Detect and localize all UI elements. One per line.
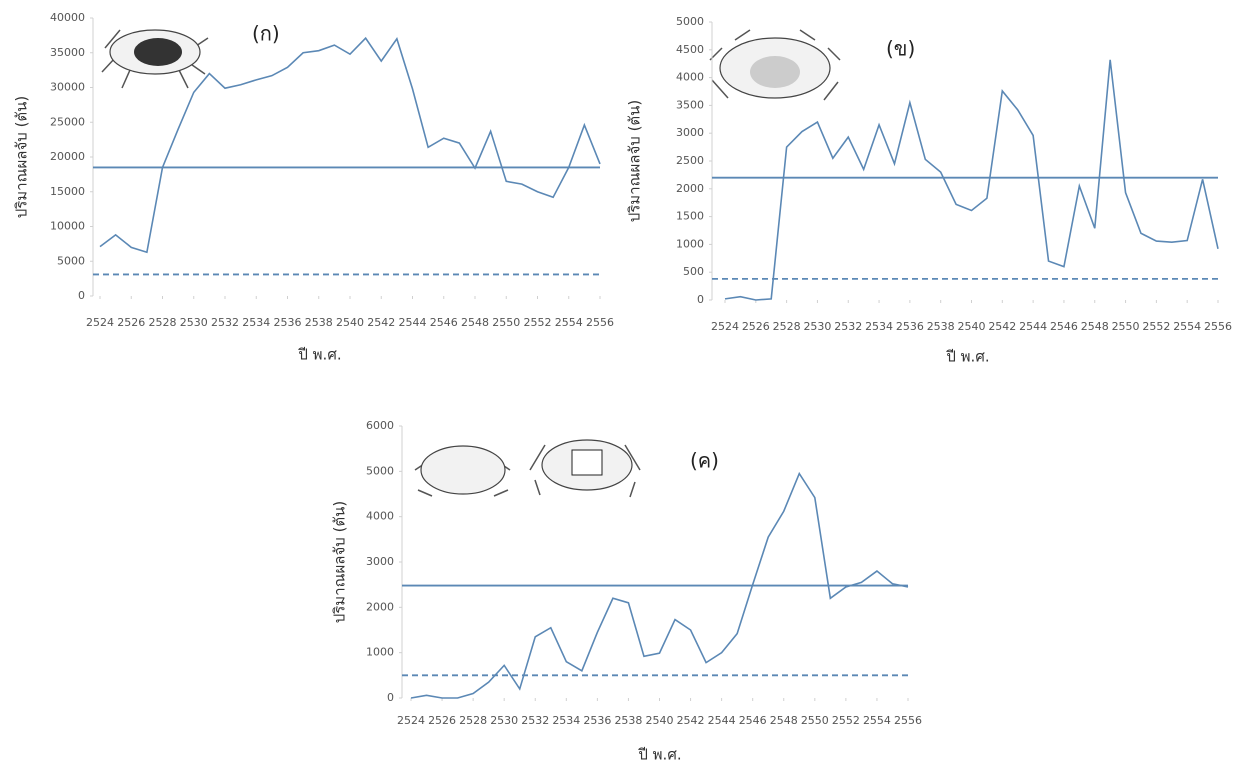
y-tick-label: 3500 xyxy=(676,98,704,111)
y-tick-label: 3000 xyxy=(366,555,394,568)
x-tick-label: 2534 xyxy=(552,714,580,727)
panel-label: (ก) xyxy=(252,22,280,46)
crab-illustration-c xyxy=(415,440,640,497)
x-tick-label: 2534 xyxy=(242,316,270,329)
panel-label: (ข) xyxy=(886,37,915,61)
x-tick-label: 2556 xyxy=(586,316,614,329)
y-tick-label: 5000 xyxy=(57,254,85,267)
x-tick-label: 2536 xyxy=(274,316,302,329)
x-axis-title: ปี พ.ศ. xyxy=(297,346,341,364)
y-axis-title: ปริมาณผลจับ (ตัน) xyxy=(331,501,349,624)
x-tick-label: 2540 xyxy=(646,714,674,727)
x-tick-label: 2530 xyxy=(180,316,208,329)
x-tick-label: 2524 xyxy=(711,320,739,333)
x-tick-label: 2524 xyxy=(397,714,425,727)
x-tick-label: 2550 xyxy=(1112,320,1140,333)
y-tick-label: 20000 xyxy=(50,150,85,163)
x-tick-label: 2524 xyxy=(86,316,114,329)
x-tick-label: 2532 xyxy=(834,320,862,333)
x-tick-label: 2532 xyxy=(211,316,239,329)
x-axis-title: ปี พ.ศ. xyxy=(637,746,681,764)
y-tick-label: 25000 xyxy=(50,115,85,128)
x-tick-label: 2542 xyxy=(367,316,395,329)
x-tick-label: 2554 xyxy=(863,714,891,727)
y-tick-label: 3000 xyxy=(676,126,704,139)
y-tick-label: 0 xyxy=(78,289,85,302)
y-tick-label: 1000 xyxy=(366,646,394,659)
x-tick-label: 2550 xyxy=(801,714,829,727)
figure: 0500010000150002000025000300003500040000… xyxy=(0,0,1238,766)
x-tick-label: 2530 xyxy=(490,714,518,727)
x-tick-label: 2546 xyxy=(739,714,767,727)
x-tick-label: 2540 xyxy=(958,320,986,333)
chart-panel: 0 5000 10000 15000 20000 25000 30000 35000 40000… xyxy=(13,11,615,364)
y-tick-label: 4000 xyxy=(676,71,704,84)
x-tick-label: 2548 xyxy=(770,714,798,727)
y-tick-label: 4000 xyxy=(366,510,394,523)
panel-label: (ค) xyxy=(690,449,719,473)
y-tick-label: 2000 xyxy=(676,182,704,195)
y-tick-label: 4500 xyxy=(676,43,704,56)
x-tick-label: 2540 xyxy=(336,316,364,329)
x-tick-label: 2526 xyxy=(428,714,456,727)
y-tick-label: 0 xyxy=(387,691,394,704)
x-tick-label: 2532 xyxy=(521,714,549,727)
x-tick-label: 2526 xyxy=(742,320,770,333)
y-tick-label: 6000 xyxy=(366,419,394,432)
y-tick-label: 1000 xyxy=(676,237,704,250)
x-tick-label: 2556 xyxy=(894,714,922,727)
x-tick-label: 2544 xyxy=(708,714,736,727)
x-tick-label: 2546 xyxy=(430,316,458,329)
x-tick-label: 2552 xyxy=(832,714,860,727)
x-tick-label: 2544 xyxy=(1019,320,1047,333)
x-tick-label: 2552 xyxy=(1142,320,1170,333)
y-tick-label: 500 xyxy=(683,265,704,278)
x-tick-label: 2526 xyxy=(117,316,145,329)
y-tick-label: 1500 xyxy=(676,210,704,223)
x-tick-label: 2542 xyxy=(677,714,705,727)
x-tick-label: 2536 xyxy=(896,320,924,333)
x-tick-label: 2538 xyxy=(614,714,642,727)
y-tick-label: 10000 xyxy=(50,220,85,233)
x-tick-label: 2544 xyxy=(399,316,427,329)
x-tick-label: 2528 xyxy=(149,316,177,329)
x-tick-label: 2548 xyxy=(461,316,489,329)
x-tick-label: 2550 xyxy=(492,316,520,329)
y-axis-title: ปริมาณผลจับ (ตัน) xyxy=(626,100,644,223)
x-tick-label: 2552 xyxy=(524,316,552,329)
x-tick-label: 2554 xyxy=(555,316,583,329)
x-tick-label: 2538 xyxy=(305,316,333,329)
chart-panel: 0 500 1000 1500 2000 2500 3000 3500 4000 4500 5000… xyxy=(626,15,1233,366)
y-tick-label: 40000 xyxy=(50,11,85,24)
y-tick-label: 2500 xyxy=(676,154,704,167)
crab-illustration-b xyxy=(710,30,840,100)
data-line xyxy=(725,60,1218,300)
y-axis-title: ปริมาณผลจับ (ตัน) xyxy=(13,96,31,219)
x-tick-label: 2554 xyxy=(1173,320,1201,333)
y-tick-label: 5000 xyxy=(366,464,394,477)
y-tick-label: 30000 xyxy=(50,81,85,94)
x-tick-label: 2546 xyxy=(1050,320,1078,333)
y-tick-label: 15000 xyxy=(50,185,85,198)
x-tick-label: 2534 xyxy=(865,320,893,333)
x-tick-label: 2556 xyxy=(1204,320,1232,333)
x-tick-label: 2542 xyxy=(988,320,1016,333)
x-tick-label: 2538 xyxy=(927,320,955,333)
x-axis-title: ปี พ.ศ. xyxy=(945,348,989,366)
x-tick-label: 2528 xyxy=(459,714,487,727)
y-tick-label: 5000 xyxy=(676,15,704,28)
x-tick-label: 2530 xyxy=(803,320,831,333)
x-tick-label: 2536 xyxy=(583,714,611,727)
x-tick-label: 2528 xyxy=(773,320,801,333)
crab-illustration-a xyxy=(102,30,208,88)
x-tick-label: 2548 xyxy=(1081,320,1109,333)
y-tick-label: 0 xyxy=(697,293,704,306)
y-tick-label: 35000 xyxy=(50,46,85,59)
y-tick-label: 2000 xyxy=(366,600,394,613)
